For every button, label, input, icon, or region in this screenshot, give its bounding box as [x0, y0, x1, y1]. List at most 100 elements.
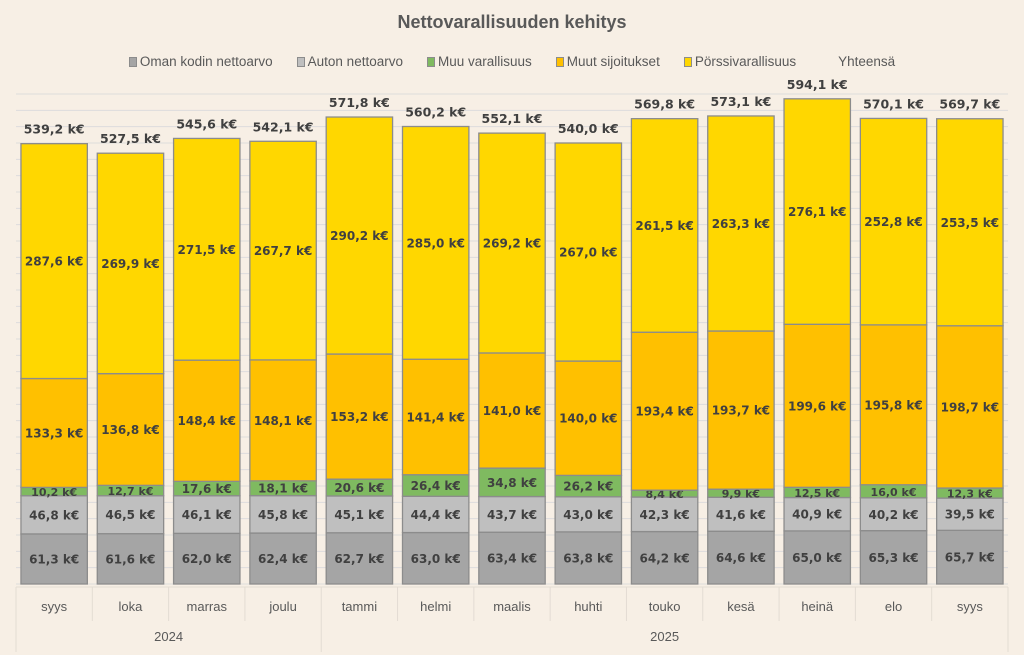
bar-segment[interactable] [20, 143, 88, 380]
bar-segment[interactable] [630, 331, 699, 491]
x-tick-label: loka [119, 599, 144, 614]
bar-segment[interactable] [325, 353, 394, 480]
data-label: 263,3 k€ [712, 217, 770, 231]
data-label: 65,7 k€ [945, 551, 995, 565]
bar-segment[interactable] [554, 360, 623, 477]
legend-item[interactable]: Auton nettoarvo [296, 54, 403, 69]
bar-segment[interactable] [96, 533, 165, 585]
legend-item[interactable]: Oman kodin nettoarvo [128, 54, 273, 69]
total-label: 542,1 k€ [253, 119, 314, 134]
bar-segment[interactable] [478, 132, 546, 354]
bar-segment[interactable] [630, 118, 699, 333]
data-label: 285,0 k€ [406, 236, 464, 250]
data-label: 44,4 k€ [411, 508, 461, 522]
data-label: 267,0 k€ [559, 246, 617, 260]
x-tick-label: syys [41, 599, 68, 614]
data-label: 133,3 k€ [25, 426, 83, 440]
x-tick-label: marras [187, 599, 228, 614]
data-label: 62,0 k€ [182, 552, 232, 566]
total-label: 573,1 k€ [710, 94, 771, 109]
bar-segment[interactable] [936, 325, 1004, 489]
data-label: 62,7 k€ [334, 552, 384, 566]
bar-segment[interactable] [783, 323, 852, 488]
bar-segment[interactable] [172, 137, 241, 361]
bar-segment[interactable] [96, 495, 165, 535]
x-tick-label: touko [649, 599, 681, 614]
bar-segment[interactable] [859, 117, 928, 326]
data-label: 65,0 k€ [792, 551, 842, 565]
total-label: 545,6 k€ [176, 116, 237, 131]
bar-segment[interactable] [859, 530, 928, 585]
bar-segment[interactable] [630, 530, 699, 585]
bar-segment[interactable] [172, 359, 241, 482]
bar-segment[interactable] [707, 330, 775, 490]
bar-segment[interactable] [249, 532, 317, 585]
bar-segment[interactable] [783, 98, 852, 325]
data-label: 46,8 k€ [29, 508, 79, 522]
bar-segment[interactable] [401, 358, 470, 476]
data-label: 26,4 k€ [411, 479, 461, 493]
bar-segment[interactable] [936, 497, 1004, 531]
data-label: 193,7 k€ [712, 404, 770, 418]
bar-segment[interactable] [936, 118, 1004, 327]
bar-segment[interactable] [554, 142, 623, 362]
data-label: 8,4 k€ [645, 488, 683, 501]
x-tick-label: kesä [727, 599, 755, 614]
bar-segment[interactable] [859, 324, 928, 486]
bar-segment[interactable] [249, 140, 317, 361]
data-label: 45,1 k€ [334, 508, 384, 522]
legend-label: Pörssivarallisuus [694, 54, 797, 69]
data-label: 252,8 k€ [864, 215, 922, 229]
x-tick-label: huhti [574, 599, 602, 614]
x-tick-label: syys [957, 599, 984, 614]
bar-segment[interactable] [707, 496, 775, 532]
bar-segment[interactable] [325, 532, 394, 585]
bar-segment[interactable] [478, 531, 546, 585]
data-label: 12,7 k€ [107, 485, 153, 498]
bar-segment[interactable] [172, 495, 241, 535]
data-label: 46,1 k€ [182, 508, 232, 522]
data-label: 16,0 k€ [871, 486, 917, 499]
x-tick-label: tammi [342, 599, 378, 614]
bar-segment[interactable] [20, 533, 88, 585]
bar-segment[interactable] [20, 377, 88, 489]
data-label: 41,6 k€ [716, 508, 766, 522]
bar-segment[interactable] [936, 529, 1004, 585]
legend-item[interactable]: Muu varallisuus [426, 54, 532, 69]
bar-segment[interactable] [401, 531, 470, 585]
bar-segment[interactable] [325, 495, 394, 534]
legend-swatch-icon [683, 56, 692, 67]
total-label: 569,7 k€ [939, 97, 1000, 112]
data-label: 40,2 k€ [868, 508, 918, 522]
data-label: 195,8 k€ [864, 398, 922, 412]
bar-segment[interactable] [554, 496, 623, 533]
data-label: 64,6 k€ [716, 551, 766, 565]
bar-segment[interactable] [96, 152, 165, 375]
data-label: 42,3 k€ [640, 508, 690, 522]
legend-item[interactable]: Yhteensä [838, 54, 895, 69]
bar-segment[interactable] [707, 530, 775, 585]
data-label: 12,3 k€ [947, 488, 993, 501]
data-label: 269,9 k€ [101, 257, 159, 271]
bar-segment[interactable] [783, 530, 852, 585]
data-label: 61,6 k€ [105, 552, 155, 566]
bar-segment[interactable] [20, 495, 88, 535]
total-label: 594,1 k€ [787, 77, 848, 92]
data-label: 10,2 k€ [31, 486, 77, 499]
bar-segment[interactable] [783, 496, 852, 532]
bar-segment[interactable] [325, 116, 394, 355]
legend-item[interactable]: Pörssivarallisuus [683, 54, 797, 69]
legend-label: Muut sijoitukset [566, 54, 660, 69]
bar-segment[interactable] [401, 125, 470, 360]
bar-segment[interactable] [172, 532, 241, 585]
data-label: 271,5 k€ [178, 243, 236, 257]
data-label: 141,4 k€ [406, 410, 464, 424]
data-label: 39,5 k€ [945, 508, 995, 522]
bar-segment[interactable] [478, 352, 546, 469]
data-label: 136,8 k€ [101, 423, 159, 437]
legend-item[interactable]: Muut sijoitukset [555, 54, 660, 69]
bar-segment[interactable] [249, 359, 317, 482]
data-label: 63,0 k€ [411, 552, 461, 566]
bar-segment[interactable] [707, 115, 775, 332]
bar-segment[interactable] [96, 372, 165, 486]
